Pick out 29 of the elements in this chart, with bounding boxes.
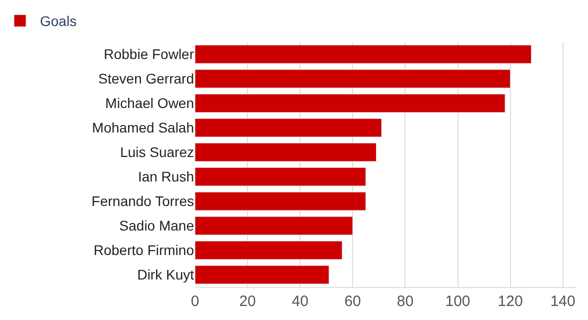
bar	[195, 192, 366, 211]
bar	[195, 265, 330, 284]
bar	[195, 167, 366, 186]
x-tick-label: 80	[396, 293, 414, 310]
x-tick-label: 40	[292, 293, 308, 310]
y-tick-label: Michael Owen	[105, 95, 194, 112]
y-tick-label: Sadio Mane	[119, 218, 194, 234]
y-tick-label: Luis Suarez	[120, 144, 194, 160]
bar	[195, 142, 377, 162]
y-tick-label: Ian Rush	[138, 168, 194, 185]
x-tick-label: 100	[445, 293, 470, 310]
y-tick-label: Robbie Fowler	[104, 46, 194, 62]
y-tick-label: Roberto Firmino	[94, 242, 194, 258]
x-tick-label: 0	[190, 293, 200, 310]
y-tick-label: Steven Gerrard	[98, 70, 194, 87]
bar	[195, 240, 342, 260]
y-tick-label: Fernando Torres	[92, 193, 194, 210]
bar	[195, 216, 353, 236]
y-tick-label: Mohamed Salah	[92, 120, 194, 136]
bar	[195, 44, 532, 64]
x-tick-label: 20	[239, 293, 256, 310]
bar	[195, 94, 506, 113]
x-tick-label: 120	[498, 293, 523, 310]
bar	[195, 118, 382, 138]
x-tick-label: 60	[344, 293, 362, 310]
x-tick-label: 140	[550, 293, 576, 310]
legend-label: Goals	[40, 13, 77, 30]
bar	[195, 69, 511, 88]
y-tick-label: Dirk Kuyt	[137, 266, 194, 283]
